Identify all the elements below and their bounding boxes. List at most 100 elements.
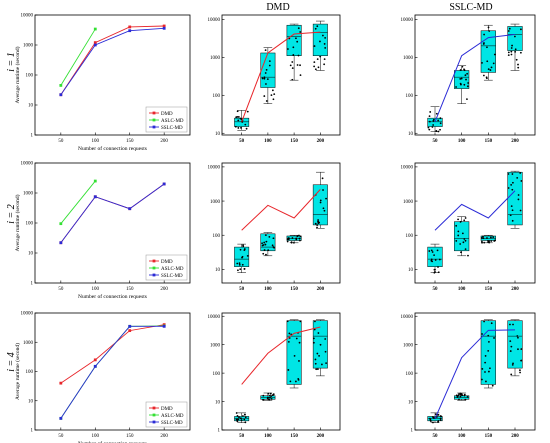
sample-dot xyxy=(457,230,460,233)
data-point-sslc-md xyxy=(162,182,166,186)
sample-dot xyxy=(517,63,519,66)
sample-dot xyxy=(488,370,490,373)
sample-dot xyxy=(455,86,457,88)
sample-dot xyxy=(286,320,289,323)
data-point-dmd xyxy=(59,381,63,385)
sample-dot xyxy=(238,262,241,265)
y-tick-label: 100 xyxy=(213,372,221,377)
y-tick-label: 10000 xyxy=(401,18,414,23)
sample-dot xyxy=(517,198,520,201)
sample-dot xyxy=(240,419,243,421)
sample-dot xyxy=(492,62,495,65)
x-tick-label: 150 xyxy=(290,139,298,144)
sample-dot xyxy=(319,55,322,58)
y-tick-label: 100 xyxy=(406,234,414,239)
y-tick-label: 1 xyxy=(31,134,34,139)
sample-dot xyxy=(488,340,490,343)
sample-dot xyxy=(507,187,510,189)
sample-dot xyxy=(313,328,316,331)
legend-marker xyxy=(152,406,156,410)
sample-dot xyxy=(319,201,322,204)
sample-dot xyxy=(489,236,492,239)
data-point-aslc-md xyxy=(59,222,63,226)
sample-dot xyxy=(515,58,518,61)
sample-dot xyxy=(455,240,458,242)
sample-dot xyxy=(520,348,523,350)
x-tick-label: 150 xyxy=(290,287,298,292)
sample-dot xyxy=(432,124,435,126)
sample-dot xyxy=(293,354,296,357)
sample-dot xyxy=(467,82,470,84)
sample-dot xyxy=(263,77,266,80)
y-tick-label: 1000 xyxy=(403,200,414,205)
series-line-sslc-md xyxy=(60,183,165,243)
sample-dot xyxy=(314,362,317,365)
sample-dot xyxy=(268,64,271,67)
sample-dot xyxy=(490,322,493,325)
column-title-dmd: DMD xyxy=(266,2,289,13)
sample-dot xyxy=(316,58,319,60)
sample-dot xyxy=(483,42,485,44)
sample-dot xyxy=(488,30,491,32)
sample-dot xyxy=(269,392,272,395)
sample-dot xyxy=(239,248,242,251)
sample-dot xyxy=(482,74,485,77)
sample-dot xyxy=(517,194,520,196)
sample-dot xyxy=(262,244,265,246)
sample-dot xyxy=(296,40,299,43)
sample-dot xyxy=(243,268,246,270)
sample-dot xyxy=(517,336,519,339)
sample-dot xyxy=(464,248,467,251)
x-axis-label: Number of connection requests xyxy=(78,293,147,300)
sample-dot xyxy=(519,369,521,372)
y-tick-label: 100 xyxy=(26,74,34,79)
series-line-dmd xyxy=(60,183,165,243)
sample-dot xyxy=(484,355,487,357)
sample-dot xyxy=(291,78,294,81)
sample-dot xyxy=(457,218,459,221)
legend-marker xyxy=(152,413,156,417)
sample-dot xyxy=(271,244,274,247)
legend-label: DMD xyxy=(161,407,173,412)
sample-dot xyxy=(265,100,268,102)
x-tick-label: 50 xyxy=(58,287,64,292)
sample-dot xyxy=(295,238,298,241)
sample-dot xyxy=(241,263,244,266)
sample-dot xyxy=(511,173,514,175)
y-axis-label: Average runtime (second) xyxy=(14,194,21,251)
box xyxy=(480,320,496,385)
sample-dot xyxy=(481,368,484,370)
sample-dot xyxy=(455,224,458,227)
sample-dot xyxy=(313,61,316,64)
x-tick-label: 200 xyxy=(160,434,168,439)
data-point-dmd xyxy=(128,329,132,333)
sample-dot xyxy=(482,237,485,240)
sample-dot xyxy=(264,49,267,52)
sample-dot xyxy=(512,323,514,326)
sample-dot xyxy=(273,246,275,249)
sample-dot xyxy=(264,234,267,237)
sample-dot xyxy=(430,249,433,252)
sample-dot xyxy=(314,320,316,323)
sample-dot xyxy=(297,377,300,380)
sample-dot xyxy=(437,420,440,422)
sample-dot xyxy=(489,367,491,370)
y-tick-label: 10000 xyxy=(401,315,414,320)
y-tick-label: 10000 xyxy=(401,166,414,171)
y-tick-label: 10000 xyxy=(208,315,221,320)
sample-dot xyxy=(268,235,271,238)
sample-dot xyxy=(484,371,486,373)
sample-dot xyxy=(466,85,469,88)
sample-dot xyxy=(512,362,514,365)
sample-dot xyxy=(507,51,510,54)
x-axis-label: Number of connection requests xyxy=(78,440,147,443)
sample-dot xyxy=(317,219,320,221)
x-tick-label: 100 xyxy=(458,434,466,439)
sample-dot xyxy=(298,360,300,362)
legend-marker xyxy=(152,111,156,115)
legend-label: ASLC-MD xyxy=(161,267,184,272)
sample-dot xyxy=(290,241,293,244)
series-line-aslc-md xyxy=(60,180,96,224)
sample-dot xyxy=(267,392,270,395)
sample-dot xyxy=(486,46,488,49)
